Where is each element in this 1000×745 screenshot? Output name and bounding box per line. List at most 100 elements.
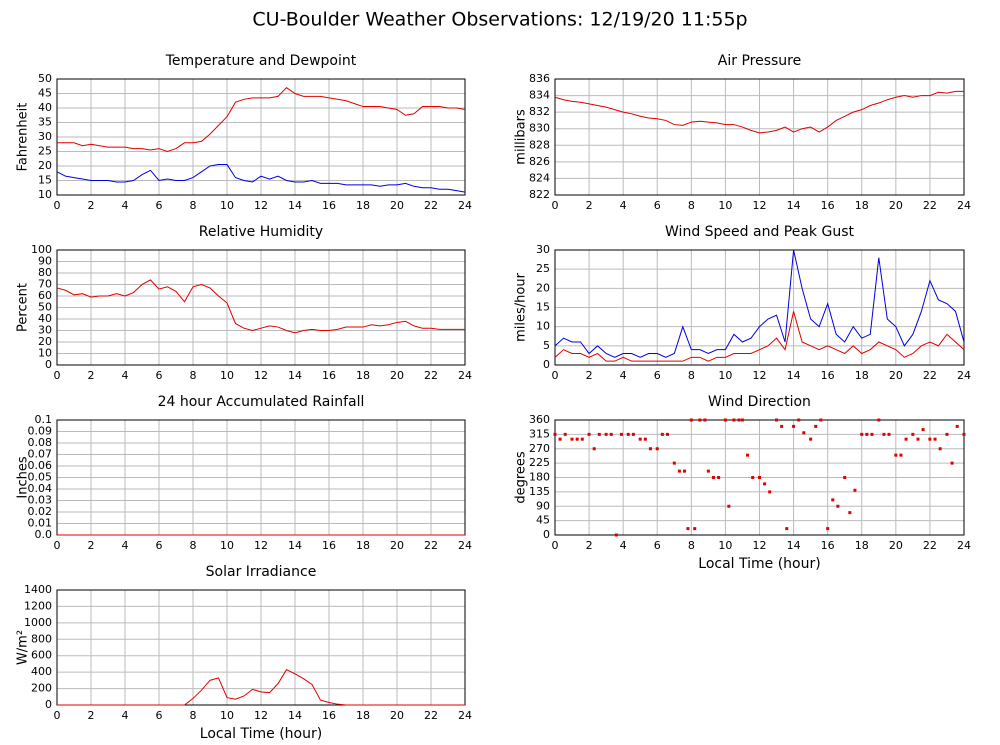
x-tick-label: 20 [390,539,404,552]
x-tick-label: 20 [390,709,404,722]
x-tick-label: 10 [718,539,732,552]
y-axis-label: Inches [16,456,31,498]
x-tick-label: 22 [923,199,937,212]
x-tick-label: 22 [424,369,438,382]
y-axis-label: millibars [514,109,529,165]
x-tick-label: 12 [753,369,767,382]
data-point [894,453,898,457]
x-tick-label: 6 [156,199,163,212]
y-tick-label: 10 [38,347,52,360]
x-tick-label: 20 [889,539,903,552]
x-tick-label: 8 [688,199,695,212]
y-tick-label: 20 [38,159,52,172]
y-tick-label: 25 [536,262,550,275]
data-point [785,527,789,531]
data-point [648,447,652,451]
y-tick-label: 225 [529,456,550,469]
x-tick-label: 24 [957,369,971,382]
x-tick-label: 16 [821,199,835,212]
y-tick-label: 45 [536,514,550,527]
y-tick-label: 834 [529,89,550,102]
y-tick-label: 800 [31,632,52,645]
data-point [732,418,736,422]
x-tick-label: 2 [586,369,593,382]
y-tick-label: 180 [529,471,550,484]
y-tick-label: 824 [529,171,550,184]
x-tick-label: 18 [356,709,370,722]
plot-frame [554,249,965,366]
data-point [780,424,784,428]
data-point [763,482,767,486]
x-tick-label: 2 [88,369,95,382]
y-tick-label: 360 [529,413,550,426]
data-point [580,437,584,441]
data-point [950,461,954,465]
data-point [831,498,835,502]
y-tick-label: 1200 [24,599,52,612]
x-tick-label: 8 [688,369,695,382]
y-tick-label: 822 [529,188,550,201]
x-tick-label: 18 [356,369,370,382]
y-tick-label: 0 [543,358,550,371]
y-tick-label: 0.07 [28,448,53,461]
data-point [672,461,676,465]
data-point [660,432,664,436]
data-point [751,476,755,479]
y-tick-label: 828 [529,138,550,151]
x-tick-label: 12 [254,709,268,722]
y-tick-label: 40 [38,312,52,325]
y-tick-label: 5 [543,339,550,352]
x-tick-label: 24 [458,199,472,212]
y-tick-label: 45 [38,87,52,100]
x-tick-label: 4 [620,539,627,552]
y-tick-label: 0.0 [35,528,53,541]
x-tick-label: 12 [753,539,767,552]
x-tick-label: 14 [288,709,302,722]
y-tick-label: 0 [45,698,52,711]
x-tick-label: 24 [957,539,971,552]
data-point [962,432,966,436]
data-point [698,418,702,422]
data-line [57,669,465,706]
chart-title: Relative Humidity [199,224,323,240]
x-tick-label: 8 [688,539,695,552]
x-tick-label: 24 [458,709,472,722]
y-tick-label: 830 [529,122,550,135]
data-point [860,432,864,436]
y-tick-label: 0.08 [28,436,53,449]
x-tick-label: 8 [190,709,197,722]
plot-frame [554,78,965,196]
data-point [887,432,891,436]
y-tick-label: 20 [536,281,550,294]
data-point [737,418,741,422]
y-tick-label: 10 [38,188,52,201]
x-tick-label: 0 [552,199,559,212]
data-point [865,432,869,436]
data-point [592,447,596,451]
y-tick-label: 25 [38,145,52,158]
x-tick-label: 20 [390,369,404,382]
x-axis-label: Local Time (hour) [200,726,322,742]
y-axis-label: Fahrenheit [16,103,31,172]
data-point [768,490,772,494]
data-point [686,527,690,531]
data-point [614,533,618,537]
data-point [826,527,830,531]
data-point [928,437,932,441]
x-tick-label: 24 [458,539,472,552]
x-tick-label: 6 [156,539,163,552]
x-tick-label: 22 [923,539,937,552]
y-tick-label: 30 [38,324,52,337]
data-point [570,437,574,441]
y-tick-label: 90 [536,499,550,512]
data-point [655,447,659,451]
y-tick-label: 400 [31,665,52,678]
y-tick-label: 50 [38,72,52,85]
x-tick-label: 12 [254,539,268,552]
x-tick-label: 0 [54,709,61,722]
y-tick-label: 15 [536,301,550,314]
x-tick-label: 12 [254,369,268,382]
y-tick-label: 15 [38,174,52,187]
data-line [57,87,466,153]
